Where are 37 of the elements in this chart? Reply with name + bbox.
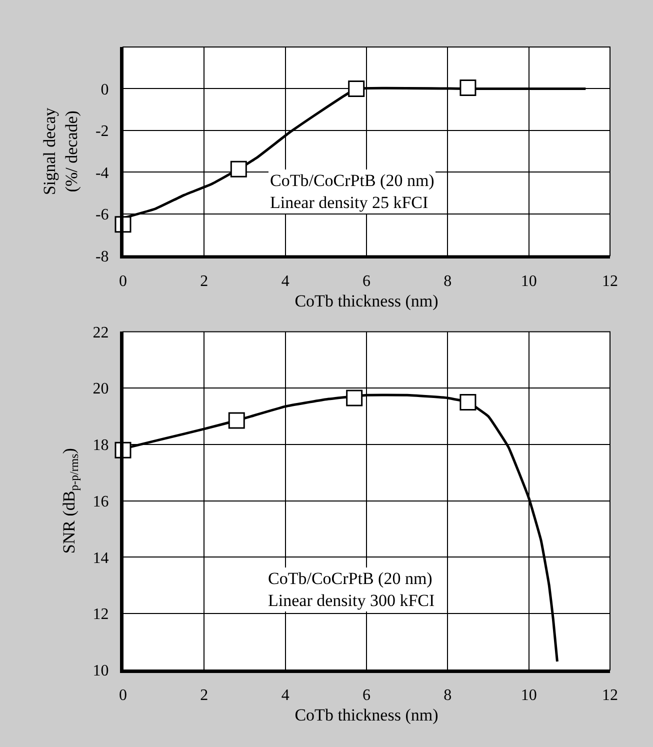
x-tick-label: 6: [362, 687, 370, 704]
y-tick-label: 10: [92, 662, 109, 680]
x-tick-label: 4: [281, 272, 290, 290]
x-tick-label: 6: [362, 272, 370, 290]
x-tick-label: 10: [520, 272, 537, 290]
y-tick-label: 20: [92, 380, 109, 398]
y-tick-label: 16: [92, 493, 109, 510]
point: [346, 390, 363, 406]
x-axis-title: CoTb thickness (nm): [294, 706, 438, 725]
x-tick-label: 0: [119, 272, 127, 290]
y-tick-label: 12: [92, 606, 109, 624]
y-tick-label: 18: [92, 437, 109, 454]
x-tick-label: 2: [200, 272, 208, 290]
x-tick-label: 0: [119, 687, 127, 704]
y-axis-title: Signal decay (%/ decade): [40, 107, 82, 196]
point: [228, 412, 245, 429]
x-tick-label: 12: [602, 272, 618, 290]
x-tick-label: 8: [444, 687, 452, 704]
y-tick-label: 14: [92, 550, 109, 567]
annotation: CoTb/CoCrPtB (20 nm) Linear density 25 kFCI: [270, 171, 434, 212]
annotation: CoTb/CoCrPtB (20 nm) Linear density 300 kFCI: [268, 569, 436, 610]
y-tick-label: -6: [95, 206, 109, 224]
y-tick-label: 22: [92, 324, 109, 342]
x-axis-title: CoTb thickness (nm): [294, 291, 438, 310]
x-tick-label: 8: [444, 272, 452, 290]
y-tick-label: -8: [95, 248, 109, 266]
x-tick-label: 12: [602, 687, 618, 704]
point: [230, 160, 247, 178]
y-tick-label: -4: [95, 164, 109, 182]
point: [460, 79, 476, 96]
y-tick-label: -2: [95, 123, 109, 140]
x-tick-label: 4: [281, 687, 290, 704]
point: [460, 394, 476, 410]
y-tick-label: 0: [100, 81, 109, 98]
x-tick-label: 10: [520, 687, 537, 704]
point: [348, 80, 365, 97]
x-tick-label: 2: [200, 687, 208, 704]
